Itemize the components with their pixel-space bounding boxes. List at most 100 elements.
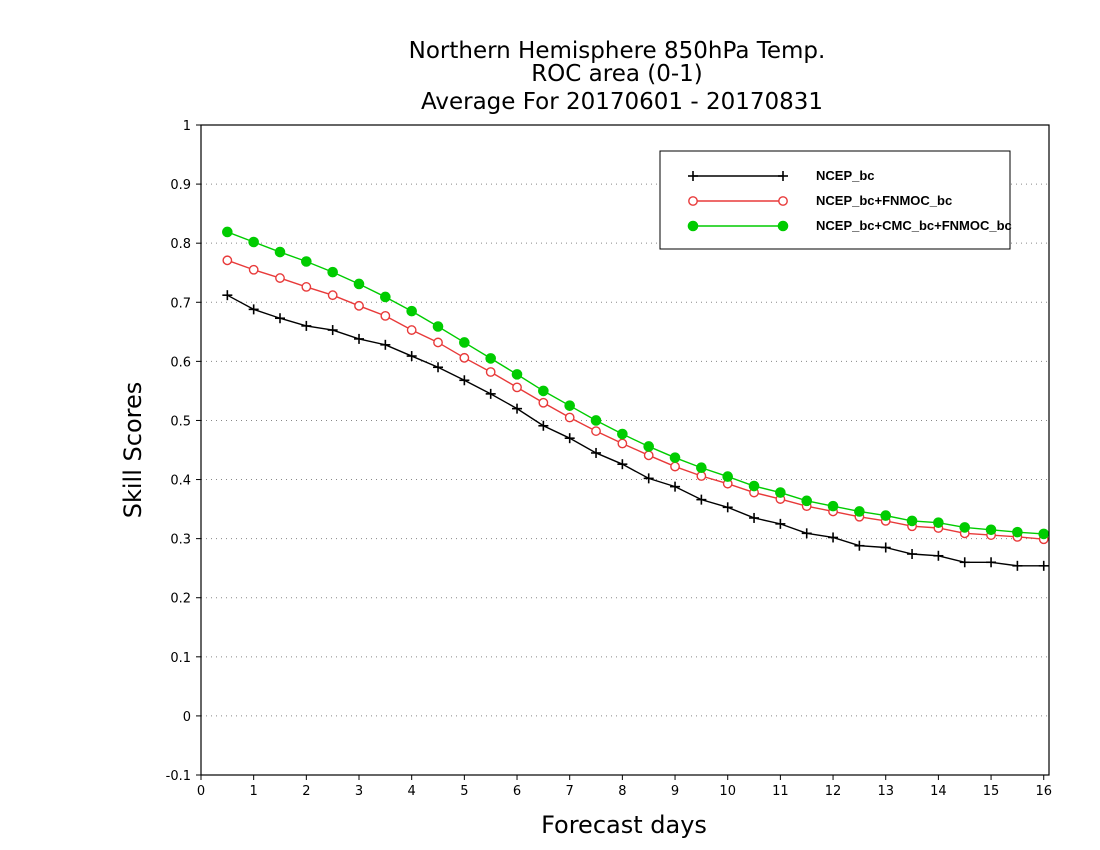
data-point	[669, 452, 681, 463]
data-point	[511, 369, 523, 380]
data-point	[670, 461, 680, 472]
data-point	[432, 321, 444, 332]
x-axis-title: Forecast days	[541, 811, 707, 839]
data-point	[643, 441, 655, 452]
data-point	[1038, 560, 1049, 571]
data-point	[1012, 560, 1023, 571]
legend-item: NCEP_bc	[688, 168, 875, 183]
data-point	[485, 388, 496, 399]
x-tick-label: 11	[772, 784, 789, 799]
x-tick-label: 6	[513, 784, 521, 799]
legend-box	[659, 150, 1011, 250]
chart-title-line-2: ROC area (0-1)	[531, 61, 703, 87]
x-tick-label: 0	[197, 784, 205, 799]
data-point	[828, 532, 839, 543]
data-point	[222, 290, 233, 301]
legend-marker	[778, 196, 788, 206]
data-point	[643, 473, 654, 484]
gridlines	[201, 183, 1049, 717]
data-point	[827, 500, 839, 512]
data-point	[380, 291, 391, 303]
data-point	[696, 471, 707, 481]
data-point	[854, 506, 865, 517]
series-line	[227, 294, 1044, 567]
legend-marker	[688, 171, 698, 181]
data-point	[248, 304, 259, 315]
y-axis-title: Skill Scores	[119, 382, 147, 519]
x-tick-label: 16	[1035, 784, 1052, 799]
x-tick-label: 2	[302, 784, 310, 799]
data-point	[222, 255, 233, 266]
series-line	[227, 231, 1044, 535]
data-point	[590, 415, 602, 426]
data-point	[564, 412, 575, 423]
data-point	[617, 428, 628, 440]
y-tick-label: 0.9	[170, 178, 191, 193]
legend-item: NCEP_bc+CMC_bc+FNMOC_bc	[687, 218, 1012, 233]
data-point	[775, 518, 786, 529]
chart-title-line-1: Northern Hemisphere 850hPa Temp.	[409, 38, 826, 64]
data-point	[327, 266, 338, 278]
x-tick-label: 1	[250, 784, 258, 799]
data-point	[275, 313, 286, 324]
data-point	[933, 550, 944, 561]
data-point	[538, 397, 549, 408]
data-point	[380, 310, 391, 321]
data-point	[985, 524, 997, 536]
data-point	[433, 337, 443, 348]
y-tick-label: 0.5	[170, 414, 191, 429]
y-tick-label: 0.6	[170, 355, 191, 370]
data-point	[880, 542, 891, 553]
legend-marker	[777, 220, 789, 232]
data-point	[959, 557, 970, 568]
y-tick-label: -0.1	[166, 769, 191, 784]
data-point	[854, 540, 865, 551]
legend-marker	[687, 220, 699, 232]
data-point	[696, 494, 707, 505]
y-tick-label: 0.7	[170, 296, 191, 311]
legend-label: NCEP_bc+CMC_bc+FNMOC_bc	[816, 218, 1012, 233]
data-point	[907, 549, 918, 559]
data-point	[933, 517, 944, 528]
x-tick-label: 14	[930, 784, 947, 799]
data-point	[353, 278, 365, 290]
data-point	[670, 481, 681, 492]
chart-title-line-3: Average For 20170601 - 20170831	[421, 89, 823, 115]
data-point	[485, 353, 496, 364]
series-3	[222, 226, 1050, 540]
data-point	[327, 325, 338, 336]
x-tick-label: 3	[355, 784, 363, 799]
data-point	[433, 362, 444, 373]
data-point	[459, 337, 470, 348]
x-tick-label: 9	[671, 784, 679, 799]
data-point	[564, 400, 575, 411]
y-tick-label: 0.3	[170, 533, 191, 548]
data-point	[564, 433, 575, 444]
legend-label: NCEP_bc+FNMOC_bc	[816, 193, 952, 208]
data-point	[512, 382, 522, 393]
data-point	[696, 462, 707, 474]
data-point	[459, 352, 470, 363]
data-point	[749, 512, 760, 523]
data-point	[248, 236, 259, 248]
data-point	[722, 502, 733, 513]
legend-item: NCEP_bc+FNMOC_bc	[688, 193, 952, 208]
data-point	[880, 510, 892, 521]
data-point	[959, 522, 971, 533]
data-point	[275, 273, 285, 283]
data-point	[327, 290, 338, 301]
data-point	[301, 320, 312, 331]
series-2	[222, 255, 1049, 545]
data-point	[248, 264, 259, 275]
data-point	[801, 528, 812, 539]
data-point	[459, 375, 470, 386]
data-point	[775, 487, 786, 498]
data-point	[748, 480, 760, 492]
data-point	[1038, 528, 1050, 540]
data-point	[485, 367, 496, 377]
x-tick-label: 7	[566, 784, 574, 799]
y-tick-label: 1	[183, 119, 191, 134]
data-point	[406, 325, 417, 335]
axis-ticks: -0.100.10.20.30.40.50.60.70.80.910 1 2 3 4 5 6…	[166, 119, 1052, 799]
